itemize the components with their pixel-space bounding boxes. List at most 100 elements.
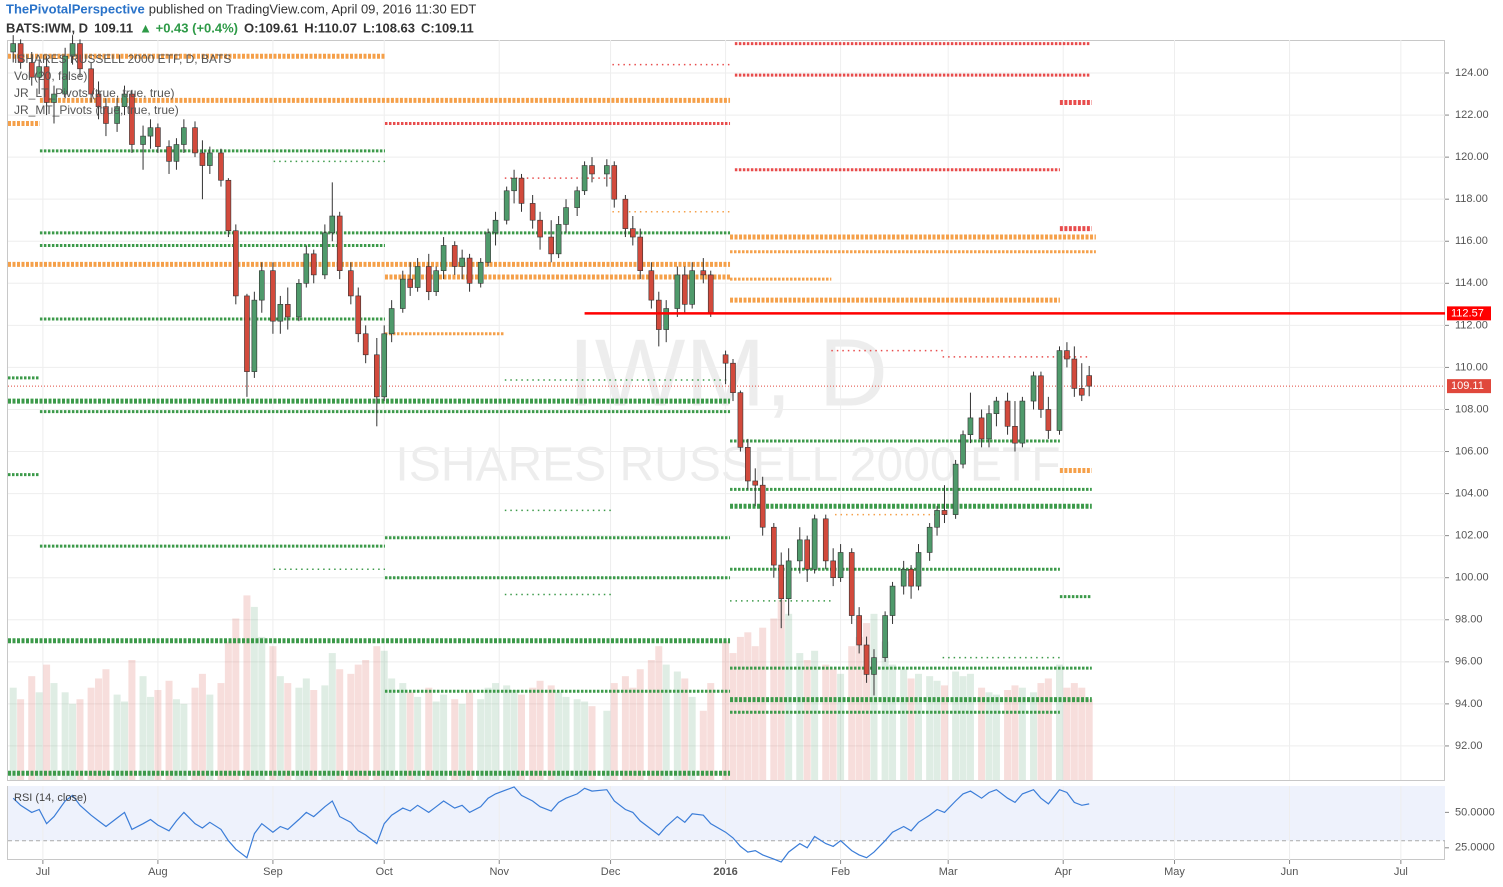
volume-bar — [744, 632, 752, 780]
candle-body — [374, 354, 380, 398]
y-tick-label: 100.00 — [1455, 572, 1489, 584]
volume-bar — [952, 671, 960, 780]
volume-bar — [388, 678, 396, 780]
volume-bar — [510, 690, 518, 780]
volume-bar — [180, 703, 188, 780]
rsi-tick-label: 50.0000 — [1455, 806, 1495, 818]
candle-body — [36, 66, 42, 78]
candle-body — [166, 146, 172, 162]
candle-body — [199, 152, 206, 166]
rsi-line — [12, 786, 1090, 863]
last-price-label: 109.11 — [1451, 380, 1484, 392]
publisher[interactable]: ThePivotalPerspective — [6, 1, 145, 16]
volume-bar — [978, 687, 986, 780]
candle-body — [192, 127, 198, 154]
candle-body — [934, 510, 940, 528]
y-tick-label: 114.00 — [1455, 277, 1488, 289]
volume-bar — [276, 676, 284, 780]
y-tick-label: 124.00 — [1455, 67, 1489, 79]
volume-bar — [881, 641, 889, 780]
candle-body — [871, 657, 877, 675]
candle-body — [630, 228, 636, 238]
candle-body — [88, 68, 94, 95]
volume-bar — [102, 669, 110, 780]
volume-bar — [191, 687, 199, 780]
x-tick-label: Sep — [263, 866, 283, 878]
x-tick-label: Jul — [1394, 866, 1408, 878]
volume-bar — [50, 683, 58, 780]
volume-bar — [529, 687, 537, 780]
volume-bar — [959, 676, 967, 780]
volume-bar — [837, 673, 845, 780]
volume-bar — [17, 699, 25, 780]
candle-body — [771, 526, 777, 566]
candle-body — [1004, 400, 1011, 427]
candle-body — [581, 165, 588, 192]
candle-body — [173, 144, 180, 162]
candle-body — [207, 152, 213, 166]
candle-body — [62, 55, 68, 95]
candle-body — [555, 224, 562, 255]
candle-body — [1056, 350, 1063, 431]
candle-body — [329, 215, 336, 234]
quote-line: BATS:IWM, D 109.11 ▲ +0.43 (+0.4%) O:109… — [6, 20, 474, 35]
volume-bar — [647, 660, 655, 780]
candle-body — [722, 354, 729, 364]
volume-bar — [440, 694, 448, 780]
x-tick-label: Oct — [376, 866, 393, 878]
candle-body — [811, 518, 818, 570]
x-tick-label: Mar — [939, 866, 958, 878]
candle-body — [284, 304, 291, 318]
candle-body — [622, 198, 629, 229]
volume-bar — [362, 660, 370, 780]
candle-body — [310, 253, 317, 276]
volume-bar — [146, 696, 154, 780]
volume-bar — [770, 618, 778, 780]
candle-body — [889, 585, 896, 616]
candle-body — [362, 333, 369, 356]
volume-bar — [655, 646, 663, 780]
candle-body — [978, 417, 985, 440]
candle-body — [759, 484, 766, 528]
volume-bar — [28, 676, 36, 780]
volume-bar — [154, 690, 162, 780]
y-tick-label: 116.00 — [1455, 235, 1488, 247]
candle-body — [655, 299, 662, 330]
candle-body — [908, 568, 914, 587]
volume-bar — [35, 692, 43, 780]
candle-body — [381, 333, 388, 398]
candle-body — [477, 261, 484, 284]
candle-body — [155, 127, 161, 147]
candle-body — [296, 283, 302, 318]
candle-body — [440, 245, 447, 271]
candle-body — [1086, 375, 1092, 387]
candle-body — [863, 644, 870, 675]
volume-bar — [76, 699, 84, 780]
candle-body — [537, 219, 543, 238]
candle-body — [399, 278, 406, 309]
legend-entry: JR_MT_Pivots (true, true, true) — [14, 103, 179, 117]
volume-bar — [1078, 687, 1086, 780]
close: C:109.11 — [421, 20, 474, 35]
candle-body — [830, 560, 836, 579]
candle-body — [915, 552, 922, 587]
x-tick-label: Apr — [1055, 866, 1072, 878]
x-tick-label: Dec — [601, 866, 621, 878]
candle-body — [637, 236, 644, 271]
candle-body — [1071, 358, 1078, 389]
volume-bar — [926, 676, 934, 780]
volume-bar — [121, 701, 129, 780]
x-tick-label: Aug — [148, 866, 168, 878]
candle-body — [967, 417, 974, 436]
volume-bar — [295, 687, 303, 780]
candle-body — [848, 552, 855, 616]
candle-body — [1078, 388, 1085, 396]
candle-body — [960, 434, 966, 465]
candle-body — [941, 510, 948, 515]
volume-bar — [822, 664, 830, 780]
volume-bar — [451, 699, 459, 780]
candle-body — [503, 190, 510, 221]
candle-body — [114, 106, 120, 124]
volume-bar — [69, 703, 77, 780]
